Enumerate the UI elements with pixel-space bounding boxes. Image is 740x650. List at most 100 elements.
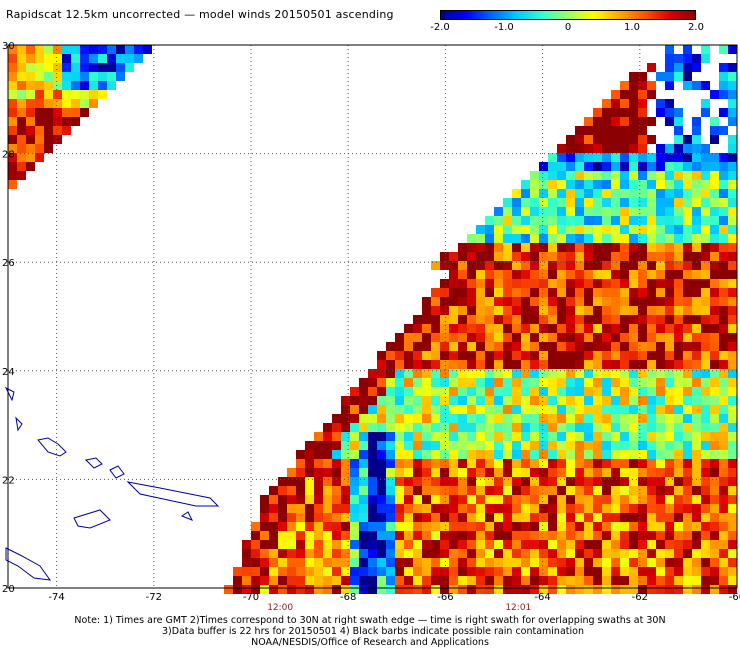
wind-difference-field: [8, 45, 737, 594]
wind-difference-cell: [404, 504, 413, 513]
wind-difference-cell: [719, 468, 728, 477]
wind-difference-cell: [728, 468, 737, 477]
wind-difference-cell: [17, 45, 26, 54]
wind-difference-cell: [665, 387, 674, 396]
wind-difference-cell: [575, 378, 584, 387]
wind-difference-cell: [341, 486, 350, 495]
wind-difference-cell: [521, 441, 530, 450]
wind-difference-cell: [314, 504, 323, 513]
wind-difference-cell: [638, 486, 647, 495]
wind-difference-cell: [710, 162, 719, 171]
wind-difference-cell: [314, 531, 323, 540]
wind-difference-cell: [26, 81, 35, 90]
wind-difference-cell: [683, 567, 692, 576]
wind-difference-cell: [539, 369, 548, 378]
wind-difference-cell: [422, 495, 431, 504]
wind-difference-cell: [413, 315, 422, 324]
wind-difference-cell: [359, 477, 368, 486]
wind-difference-cell: [485, 369, 494, 378]
wind-difference-cell: [386, 477, 395, 486]
wind-difference-cell: [89, 54, 98, 63]
wind-difference-cell: [602, 225, 611, 234]
wind-difference-cell: [593, 414, 602, 423]
wind-difference-cell: [548, 558, 557, 567]
wind-difference-cell: [728, 387, 737, 396]
wind-difference-cell: [224, 585, 233, 594]
wind-difference-cell: [440, 576, 449, 585]
wind-difference-cell: [26, 90, 35, 99]
wind-difference-cell: [494, 207, 503, 216]
wind-difference-cell: [710, 468, 719, 477]
wind-difference-cell: [314, 495, 323, 504]
wind-difference-cell: [611, 90, 620, 99]
wind-difference-cell: [665, 513, 674, 522]
wind-difference-cell: [593, 504, 602, 513]
wind-difference-cell: [440, 306, 449, 315]
wind-difference-cell: [260, 522, 269, 531]
wind-difference-cell: [701, 495, 710, 504]
wind-difference-cell: [476, 288, 485, 297]
wind-difference-cell: [584, 288, 593, 297]
wind-difference-cell: [710, 261, 719, 270]
wind-difference-cell: [557, 531, 566, 540]
wind-difference-cell: [413, 522, 422, 531]
wind-difference-cell: [575, 351, 584, 360]
wind-difference-cell: [404, 405, 413, 414]
wind-difference-cell: [296, 468, 305, 477]
wind-difference-cell: [485, 324, 494, 333]
wind-difference-cell: [611, 504, 620, 513]
wind-difference-cell: [368, 459, 377, 468]
wind-difference-cell: [476, 495, 485, 504]
wind-difference-cell: [440, 360, 449, 369]
wind-difference-cell: [665, 252, 674, 261]
wind-difference-cell: [512, 522, 521, 531]
wind-difference-cell: [557, 360, 566, 369]
wind-difference-cell: [404, 432, 413, 441]
wind-difference-cell: [494, 333, 503, 342]
wind-difference-cell: [701, 207, 710, 216]
wind-difference-cell: [602, 144, 611, 153]
wind-difference-cell: [467, 558, 476, 567]
wind-difference-cell: [584, 234, 593, 243]
wind-difference-cell: [719, 45, 728, 54]
wind-difference-cell: [665, 117, 674, 126]
wind-difference-cell: [692, 540, 701, 549]
wind-difference-cell: [359, 513, 368, 522]
wind-difference-cell: [638, 243, 647, 252]
wind-difference-cell: [638, 324, 647, 333]
wind-difference-cell: [719, 540, 728, 549]
wind-difference-cell: [521, 432, 530, 441]
wind-difference-cell: [656, 153, 665, 162]
wind-difference-cell: [611, 486, 620, 495]
wind-difference-cell: [269, 558, 278, 567]
wind-difference-cell: [602, 486, 611, 495]
wind-difference-cell: [566, 549, 575, 558]
wind-difference-cell: [674, 549, 683, 558]
wind-difference-cell: [485, 459, 494, 468]
wind-difference-cell: [314, 432, 323, 441]
wind-difference-cell: [269, 504, 278, 513]
wind-difference-cell: [566, 486, 575, 495]
wind-difference-cell: [710, 513, 719, 522]
wind-difference-cell: [62, 126, 71, 135]
wind-difference-cell: [593, 450, 602, 459]
wind-difference-cell: [512, 405, 521, 414]
wind-difference-cell: [260, 513, 269, 522]
wind-difference-cell: [701, 369, 710, 378]
wind-difference-cell: [359, 468, 368, 477]
wind-difference-cell: [656, 144, 665, 153]
wind-difference-cell: [8, 54, 17, 63]
wind-difference-cell: [440, 252, 449, 261]
wind-difference-cell: [611, 126, 620, 135]
wind-difference-cell: [674, 477, 683, 486]
wind-difference-cell: [314, 549, 323, 558]
wind-difference-cell: [665, 342, 674, 351]
wind-difference-cell: [539, 576, 548, 585]
wind-difference-cell: [530, 225, 539, 234]
wind-difference-cell: [467, 414, 476, 423]
wind-difference-cell: [602, 450, 611, 459]
wind-difference-cell: [305, 459, 314, 468]
wind-difference-cell: [35, 72, 44, 81]
wind-difference-cell: [350, 495, 359, 504]
wind-difference-cell: [404, 441, 413, 450]
